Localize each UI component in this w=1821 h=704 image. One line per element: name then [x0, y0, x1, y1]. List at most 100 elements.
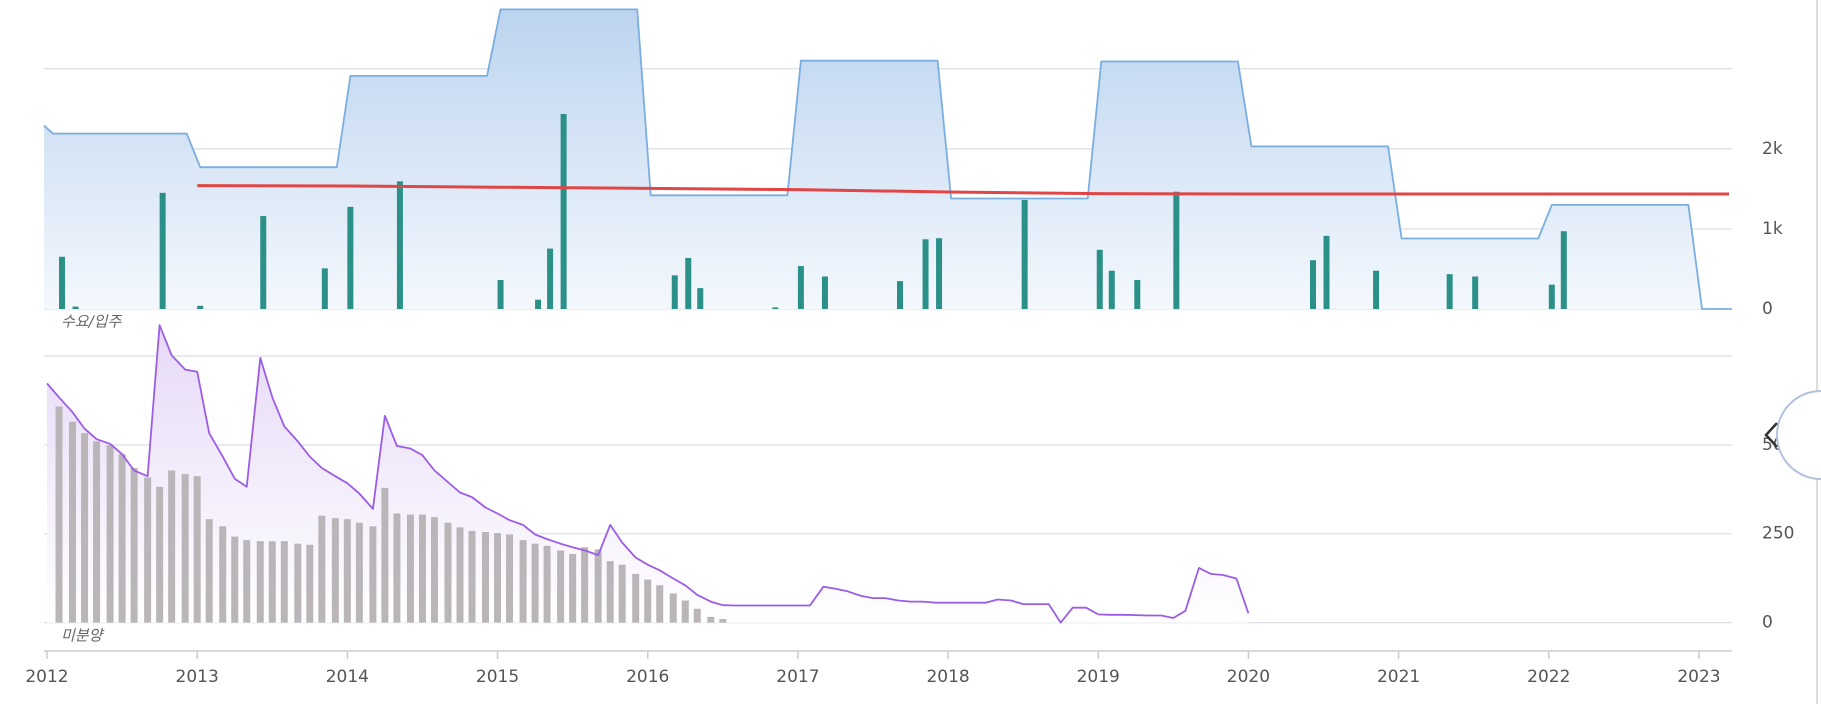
button-circle[interactable] — [1776, 390, 1821, 480]
bar — [468, 530, 476, 623]
chevron-icon[interactable] — [1764, 422, 1778, 448]
line — [197, 184, 1729, 196]
x-tick-label: 2014 — [326, 667, 369, 687]
bar — [506, 534, 514, 623]
x-tick-label: 2023 — [1677, 667, 1720, 687]
bar — [1134, 280, 1141, 309]
x-tick-label: 2015 — [476, 667, 519, 687]
bar — [268, 541, 276, 623]
bar — [557, 550, 565, 623]
bar — [331, 518, 339, 623]
bar — [606, 561, 614, 623]
bar — [93, 441, 101, 623]
bar — [381, 487, 389, 623]
bar — [535, 299, 542, 309]
y-tick-label: 2k — [1762, 139, 1783, 159]
bar — [482, 531, 490, 623]
bar — [656, 585, 664, 623]
bar — [396, 181, 403, 309]
bar — [280, 541, 288, 623]
bar — [243, 540, 251, 623]
x-tick-label: 2017 — [776, 667, 819, 687]
bar — [671, 275, 678, 309]
bar — [369, 526, 377, 623]
collapse-button[interactable] — [1764, 390, 1821, 480]
bar — [632, 573, 640, 623]
bar — [1548, 284, 1555, 309]
bar — [205, 519, 213, 623]
area-line — [46, 324, 1250, 624]
bar — [418, 514, 426, 623]
bar — [681, 600, 689, 623]
panel-label: 미분양 — [61, 627, 105, 645]
bar — [543, 545, 551, 623]
bar — [306, 544, 314, 623]
bar — [197, 305, 204, 309]
bar — [618, 564, 626, 623]
bar — [81, 433, 89, 623]
bar — [156, 486, 164, 623]
bar — [1560, 231, 1567, 309]
bar — [1096, 249, 1103, 309]
bar — [59, 256, 66, 309]
bar — [922, 239, 929, 309]
bar — [1021, 199, 1028, 309]
bar — [693, 608, 701, 623]
bar — [321, 268, 328, 309]
bar — [772, 307, 779, 309]
x-tick-label: 2013 — [176, 667, 219, 687]
bar — [444, 522, 452, 623]
y-tick-label: 0 — [1762, 613, 1773, 633]
bar — [343, 519, 351, 623]
plot-area: 01k2k수요/입주0250500미분양20122013201420152016… — [25, 8, 1794, 687]
x-tick-label: 2018 — [926, 667, 969, 687]
bar — [430, 517, 438, 623]
bar — [560, 113, 567, 309]
bar — [260, 216, 267, 309]
y-tick-label: 250 — [1762, 524, 1794, 544]
y-tick-label: 0 — [1762, 299, 1773, 319]
bar — [159, 192, 166, 309]
bar — [181, 474, 189, 623]
bar — [797, 266, 804, 309]
bar — [569, 553, 577, 623]
area-fill — [44, 9, 1732, 310]
bar — [1310, 260, 1317, 309]
bar — [294, 543, 302, 623]
bar — [644, 579, 652, 623]
bar — [1323, 235, 1330, 309]
bar — [719, 619, 727, 623]
bar — [69, 421, 77, 623]
bar — [669, 593, 677, 623]
area-fill — [47, 325, 1249, 623]
x-tick-label: 2020 — [1227, 667, 1270, 687]
y-tick-label: 1k — [1762, 219, 1783, 239]
bar — [707, 616, 715, 623]
bar — [144, 477, 152, 623]
bar — [581, 547, 589, 623]
bar — [1108, 270, 1115, 309]
bar — [1173, 191, 1180, 309]
bar — [72, 306, 79, 309]
bar — [897, 281, 904, 309]
bar — [456, 527, 464, 623]
bar — [355, 522, 363, 623]
bar — [494, 533, 502, 623]
bar — [118, 454, 126, 623]
bar — [106, 444, 114, 623]
bar — [219, 526, 227, 623]
bar — [393, 513, 401, 623]
area-line — [43, 8, 1732, 310]
bar — [821, 276, 828, 309]
bar — [1472, 276, 1479, 309]
x-tick-label: 2016 — [626, 667, 669, 687]
bar — [168, 470, 176, 623]
bar — [547, 248, 554, 309]
bar — [497, 280, 504, 309]
bar — [1446, 274, 1453, 309]
bar — [256, 541, 264, 623]
x-tick-label: 2012 — [25, 667, 68, 687]
x-tick-label: 2022 — [1527, 667, 1570, 687]
bar — [685, 257, 692, 309]
